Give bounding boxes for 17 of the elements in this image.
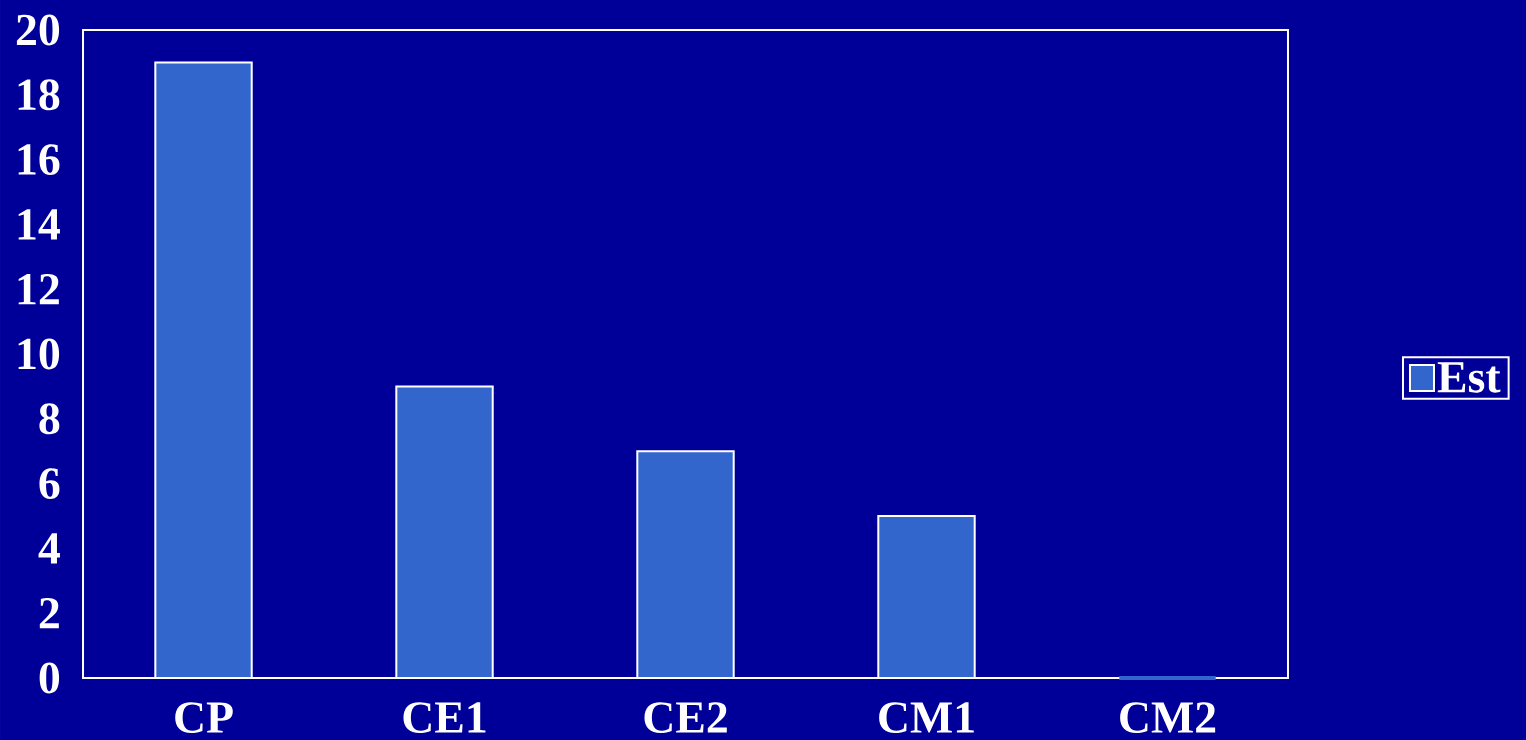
y-tick-label: 8 (39, 403, 60, 435)
y-tick-label: 2 (39, 598, 59, 629)
x-tick-label: CE1 (403, 702, 486, 733)
y-tick-label: 12 (18, 274, 59, 305)
y-tick-label: 10 (18, 338, 60, 370)
legend-label: Est (1437, 362, 1501, 393)
y-tick-label: 20 (16, 14, 60, 46)
x-tick-label: CE2 (644, 702, 727, 733)
y-tick-label: 4 (38, 533, 60, 564)
y-tick-label: 14 (18, 209, 60, 240)
y-tick-label: 16 (18, 144, 60, 175)
y-tick-label: 18 (18, 79, 60, 111)
y-tick-label: 6 (39, 468, 60, 499)
y-tick-label: 0 (39, 662, 60, 694)
x-tick-label: CM1 (879, 702, 974, 733)
x-tick-label: CM2 (1120, 702, 1216, 733)
x-tick-label: CP (175, 702, 233, 733)
